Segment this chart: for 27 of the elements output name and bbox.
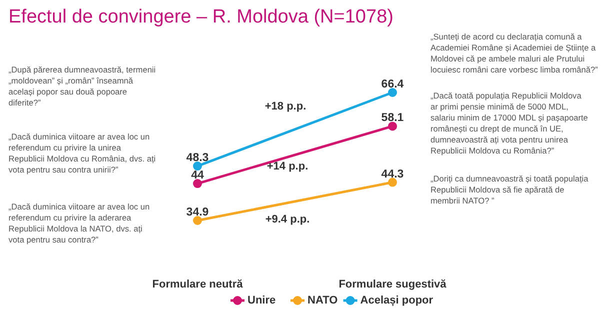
x-tick-label: Formulare sugestivă: [338, 278, 448, 290]
point: [388, 88, 397, 97]
data-label: 44.3: [381, 168, 404, 180]
x-tick-label: Formulare neutră: [152, 278, 244, 290]
point: [193, 179, 202, 188]
legend-label: NATO: [308, 294, 338, 306]
chart-title: Efectul de convingere – R. Moldova (N=1078): [8, 6, 394, 28]
annotation: „Dacă duminica viitoare ar avea loc un referendum cu privire la aderarea Republicii Moldova la NATO, dvs. ați vota pentru sau contra?”: [8, 202, 150, 244]
legend-label: Unire: [248, 294, 276, 306]
data-label: 48.3: [186, 152, 209, 164]
data-label: 44: [191, 170, 204, 182]
point: [193, 216, 202, 225]
annotation: +18 p.p.: [264, 100, 306, 112]
point: [193, 162, 202, 171]
annotation: +9.4 p.p.: [265, 214, 310, 226]
point: [388, 122, 397, 131]
annotation: „Doriți ca dumneavoastră și toată populația Republicii Moldova să fie apărată de membrii NATO? ”: [430, 174, 589, 206]
annotation: „Dacă duminica viitoare ar avea loc un referendum cu privire la unirea Republicii Moldova cu România, dvs. ați vota pentru sau contra unirii?”: [8, 132, 156, 174]
text: „Sunteți de acord cu declarația comună a Academiei Române și Academiei de Științe a Moldovei că pe ambele maluri ale Prutului locuiesc români care vorbesc limba română?”: [430, 32, 598, 74]
data-label: 34.9: [186, 206, 209, 218]
annotation: +14 p.p.: [266, 160, 308, 172]
annotation: „Dacă toată populația Republicii Moldova ar primi pensie minimă de 5000 MDL, salariu minim de 17000 MDL și pașapoarte românești cu drept de muncă în UE, dumneavoastră ați vota pentru unirea Republicii Moldova cu România?”: [430, 90, 588, 156]
legend-label: Același popor: [360, 294, 434, 306]
data-label: 66.4: [381, 78, 404, 90]
annotation: „După părerea dumneavoastră, termenii „moldovean” și „român” înseamnă același popor sau două popoare diferite?”: [8, 64, 156, 108]
data-label: 58.1: [381, 112, 404, 124]
point: [388, 178, 397, 187]
